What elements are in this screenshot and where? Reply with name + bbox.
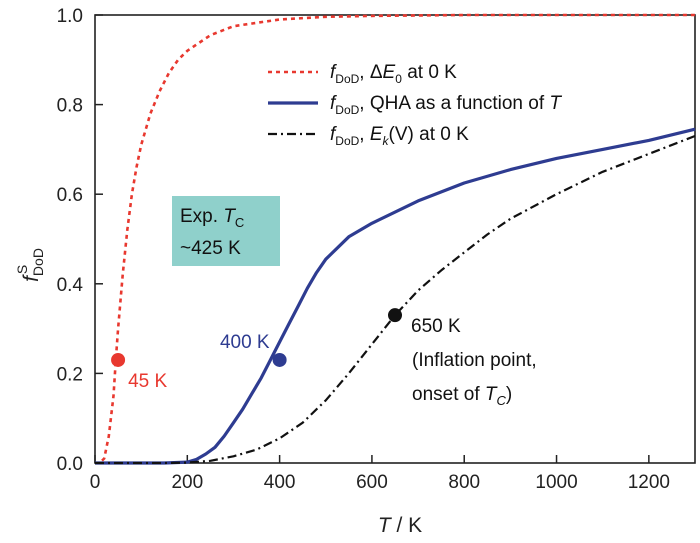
point-400k-label: 400 K: [220, 332, 270, 353]
exp-tc-line1: Exp. TC: [180, 206, 244, 230]
y-tick-label: 0.4: [57, 275, 84, 296]
legend-label-ek: fDoD, Ek(V) at 0 K: [330, 124, 469, 148]
point-650k-label: 650 K: [411, 316, 461, 337]
point-45k: [111, 352, 126, 367]
y-tick-label: 0.0: [57, 454, 83, 475]
inflation-line1: (Inflation point,: [412, 350, 537, 371]
legend: fDoD, ΔE0 at 0 K fDoD, QHA as a function…: [268, 62, 562, 148]
x-tick-label: 0: [90, 472, 101, 493]
x-tick-label: 400: [264, 472, 296, 493]
y-tick-label: 0.6: [57, 185, 83, 206]
series-delta-e0: [95, 13, 695, 465]
y-tick-label: 0.8: [57, 96, 83, 117]
x-tick-label: 200: [171, 472, 203, 493]
point-45k-label: 45 K: [128, 371, 167, 392]
y-tick-label: 0.2: [57, 364, 83, 385]
point-400k: [272, 352, 287, 367]
x-axis-label: T / K: [378, 514, 422, 537]
x-tick-label: 1200: [628, 472, 670, 493]
x-tick-label: 800: [448, 472, 480, 493]
legend-label-qha: fDoD, QHA as a function of T: [330, 93, 562, 117]
series-layer: [95, 13, 696, 465]
axis-ticks: 0 200 400 600 800 1000 1200 0.0 0.2 0.4 0.6 0.8 1.0: [57, 6, 670, 493]
series-qha: [95, 127, 696, 465]
exp-tc-box-background: [172, 196, 280, 266]
legend-label-delta-e0: fDoD, ΔE0 at 0 K: [330, 62, 457, 86]
x-tick-label: 1000: [535, 472, 577, 493]
y-axis-label: fDoDS: [14, 248, 46, 282]
series-ek: [95, 134, 696, 465]
inflation-line2: onset of TC): [412, 384, 512, 408]
points-layer: 45 K 400 K 650 K: [111, 308, 461, 392]
point-650k: [388, 308, 402, 323]
x-tick-label: 600: [356, 472, 388, 493]
exp-tc-line2: ~425 K: [180, 238, 241, 259]
exp-tc-box: Exp. TC ~425 K: [172, 196, 280, 266]
y-tick-label: 1.0: [57, 6, 83, 27]
